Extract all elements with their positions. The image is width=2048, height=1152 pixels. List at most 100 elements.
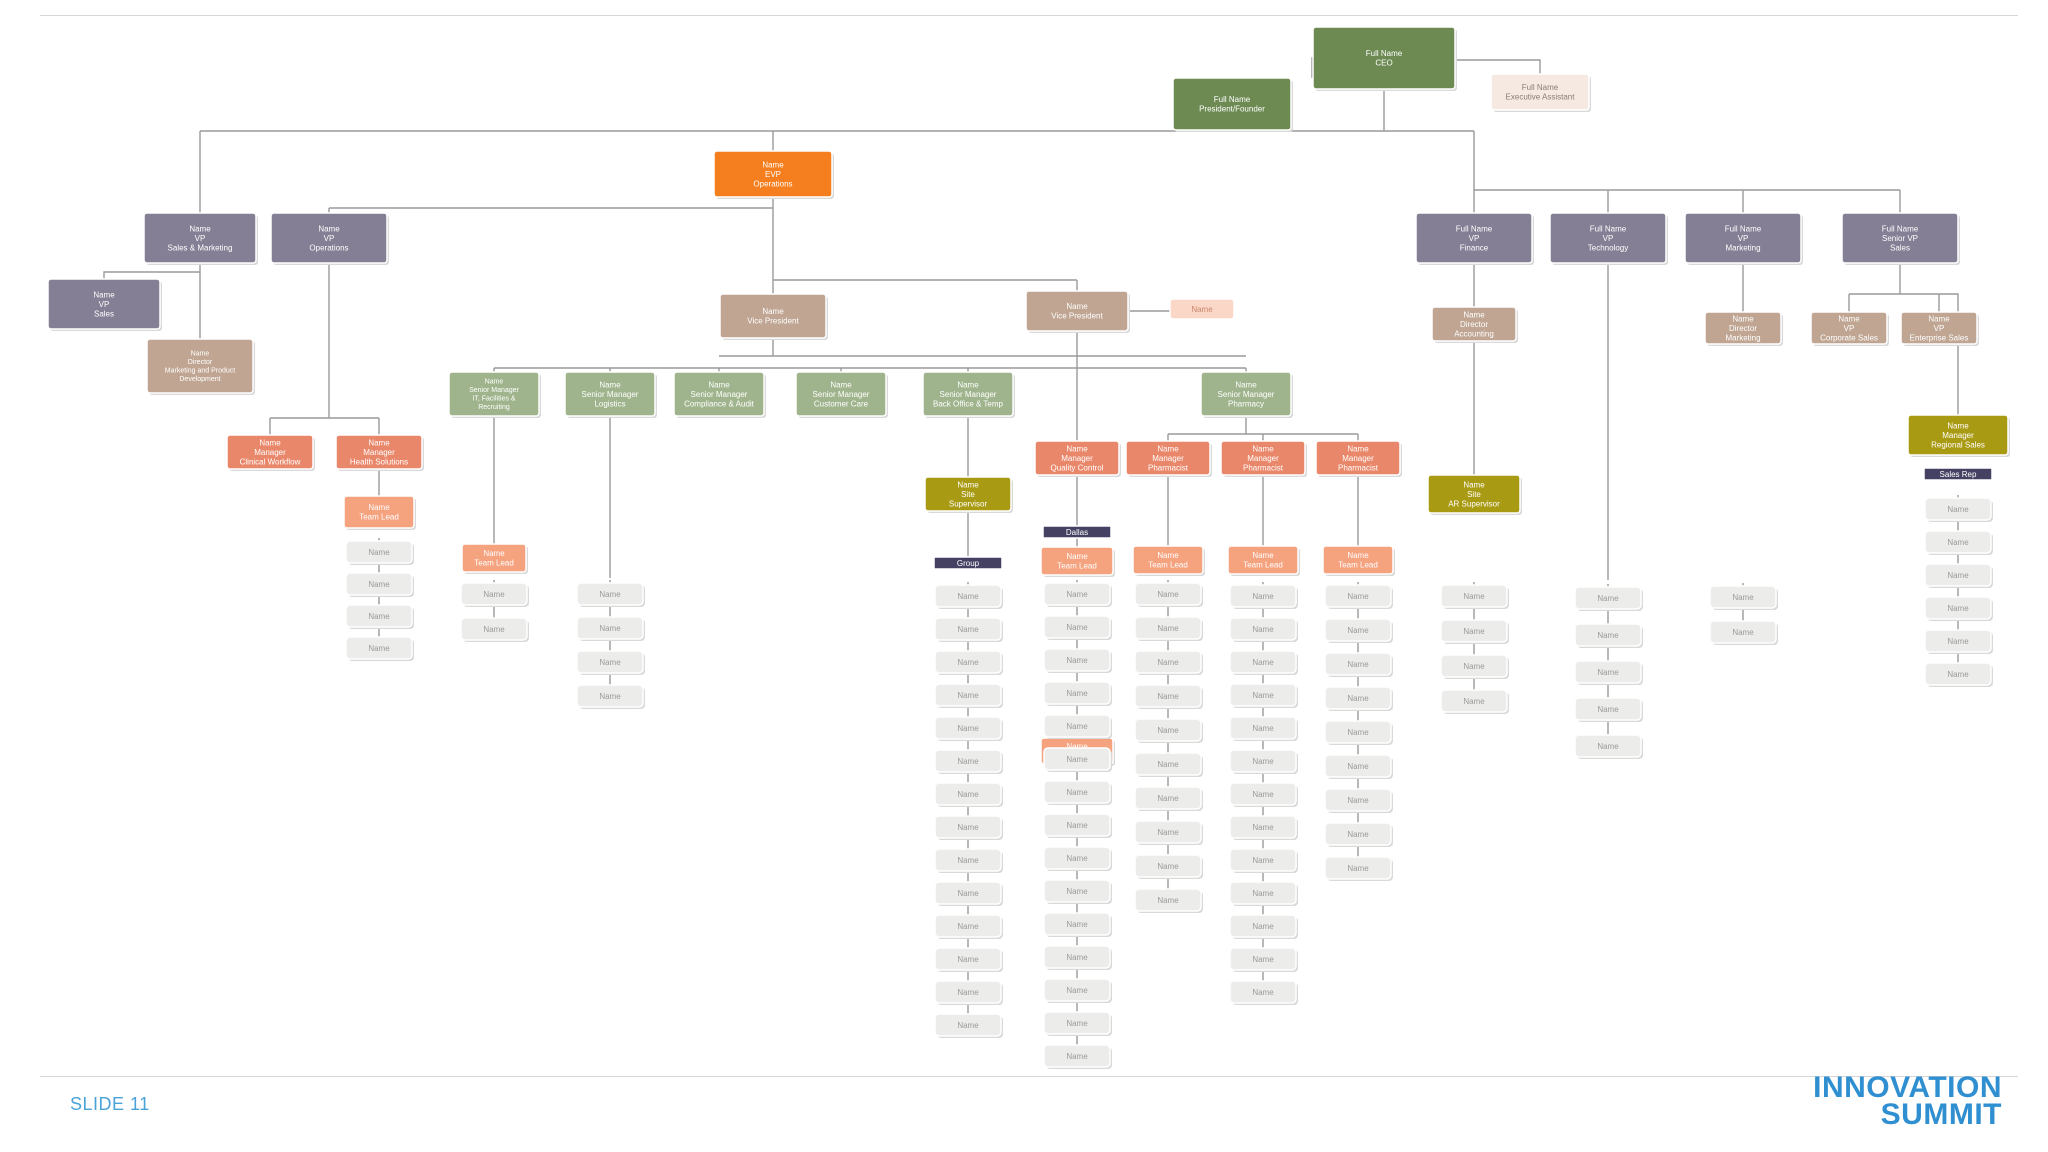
box-fill <box>1440 619 1508 643</box>
box-text-line: Name <box>368 644 390 653</box>
box-text-line: Name <box>1066 656 1088 665</box>
box-fill <box>1134 820 1202 844</box>
box-fill <box>1229 881 1297 905</box>
box-text-line: Technology <box>1588 243 1628 252</box>
staff-box: Name <box>576 684 645 709</box>
staff-box: Name <box>460 617 529 642</box>
box-fill <box>345 540 413 564</box>
staff-box: Name <box>1324 754 1393 779</box>
box-text-line: Name <box>957 856 979 865</box>
box-text-line: Name <box>483 549 505 558</box>
box-fill <box>1229 650 1297 674</box>
staff-box: Name <box>1324 856 1393 881</box>
box-text-line: President/Founder <box>1199 105 1265 114</box>
box-text-line: Regional Sales <box>1931 440 1985 449</box>
box-text-line: Name <box>1157 444 1179 453</box>
box-text-line: Name <box>368 548 390 557</box>
box-fill <box>1125 440 1211 476</box>
box-text-line: Full Name <box>1366 49 1403 58</box>
box-fill <box>1907 414 2009 456</box>
staff-box: Name <box>1043 846 1112 871</box>
box-text-line: Name <box>1066 986 1088 995</box>
box-text-line: Name <box>1252 856 1274 865</box>
box-fill <box>934 683 1002 707</box>
box-text-line: Manager <box>1061 454 1093 463</box>
box-text-line: Name <box>1066 689 1088 698</box>
box-text-line: Sales Rep <box>1940 470 1977 479</box>
box-text-line: Name <box>957 691 979 700</box>
box-fill <box>345 604 413 628</box>
staff-box: Name <box>460 582 529 607</box>
staff-box: Name <box>1043 780 1112 805</box>
box-text-line: Name <box>957 658 979 667</box>
box-text-line: Name <box>1597 742 1619 751</box>
box-text-line: Name <box>259 438 281 447</box>
staff-box: Name <box>934 815 1003 840</box>
box-fill <box>1134 718 1202 742</box>
staff-box: Name <box>1043 648 1112 673</box>
box-text-line: Name <box>957 757 979 766</box>
box-text-line: Name <box>957 625 979 634</box>
staff-box: Name <box>1709 585 1778 610</box>
box-text-line: Pharmacy <box>1228 399 1264 408</box>
box-text-line: Name <box>1066 623 1088 632</box>
box-text-line: Name <box>1157 658 1179 667</box>
box-text-line: Name <box>1597 631 1619 640</box>
staff-box: Name <box>1324 584 1393 609</box>
box-text-line: Name <box>762 160 784 169</box>
box-fill <box>934 881 1002 905</box>
box-text-line: Clinical Workflow <box>240 457 301 466</box>
box-fill <box>460 617 528 641</box>
box-fill <box>1841 212 1959 264</box>
box-text-line: Name <box>1347 626 1369 635</box>
staff-box: Name <box>1440 654 1509 679</box>
box-text-line: Senior Manager <box>691 390 748 399</box>
box-text-line: Name <box>1252 790 1274 799</box>
box-fill <box>564 371 656 417</box>
box-fill <box>1229 782 1297 806</box>
box-text-line: Full Name <box>1725 224 1762 233</box>
connector-line <box>1455 59 1541 74</box>
box-fill <box>1229 683 1297 707</box>
staff-box: Name <box>1134 650 1203 675</box>
box-text-line: VP <box>1603 234 1614 243</box>
box-text-line: Name <box>1347 551 1369 560</box>
staff-box: Name <box>1229 914 1298 939</box>
box-text-line: Name <box>318 224 340 233</box>
staff-box: Name <box>1229 584 1298 609</box>
group-label-lbl_bo1: Group <box>933 556 1003 570</box>
staff-box: Name <box>1574 586 1643 611</box>
box-text-line: Name <box>1347 864 1369 873</box>
box-fill <box>345 636 413 660</box>
box-text-line: Name <box>957 823 979 832</box>
box-text-line: Team Lead <box>1338 561 1378 570</box>
box-text-line: Team Lead <box>359 513 399 522</box>
box-text-line: Name <box>957 724 979 733</box>
box-fill <box>1923 467 1993 481</box>
box-text-line: Name <box>1347 592 1369 601</box>
staff-box: Name <box>1134 616 1203 641</box>
box-text-line: Name <box>483 625 505 634</box>
box-text-line: Director <box>1729 324 1757 333</box>
box-text-line: Manager <box>254 448 286 457</box>
box-text-line: Back Office & Temp <box>933 399 1004 408</box>
box-fill <box>1924 563 1992 587</box>
box-text-line: Name <box>1947 571 1969 580</box>
staff-box: Name <box>934 914 1003 939</box>
box-text-line: Name <box>1947 421 1969 430</box>
staff-box: Name <box>1229 617 1298 642</box>
staff-box: Name <box>934 650 1003 675</box>
box-fill <box>1431 306 1517 342</box>
box-text-line: Name <box>1066 953 1088 962</box>
box-fill <box>1134 582 1202 606</box>
